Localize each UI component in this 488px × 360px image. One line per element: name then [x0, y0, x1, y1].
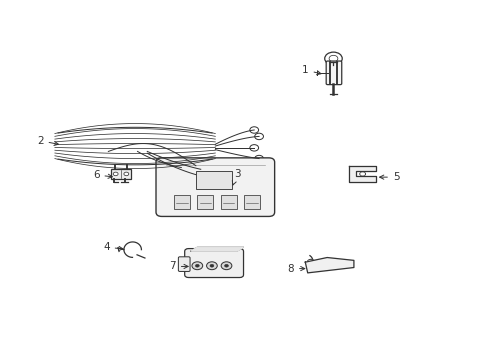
Text: 8: 8: [287, 264, 304, 274]
Text: 5: 5: [379, 172, 399, 182]
Text: 2: 2: [37, 136, 58, 146]
Circle shape: [209, 264, 213, 267]
Bar: [174, 195, 190, 208]
Polygon shape: [191, 247, 243, 251]
Circle shape: [192, 262, 202, 270]
Bar: [220, 195, 236, 208]
FancyBboxPatch shape: [156, 158, 274, 216]
Circle shape: [196, 166, 204, 172]
Text: 1: 1: [302, 65, 320, 75]
Bar: [244, 195, 260, 208]
Circle shape: [177, 164, 185, 171]
Text: 3: 3: [232, 168, 240, 185]
Circle shape: [249, 127, 258, 133]
Circle shape: [359, 172, 365, 176]
Circle shape: [221, 262, 231, 270]
Circle shape: [113, 172, 118, 176]
Bar: [197, 195, 213, 208]
Circle shape: [195, 264, 199, 267]
Circle shape: [254, 133, 263, 140]
Circle shape: [344, 261, 351, 266]
Circle shape: [224, 264, 228, 267]
Text: 4: 4: [103, 242, 123, 252]
Circle shape: [206, 262, 217, 270]
Bar: [196, 171, 232, 189]
Text: 7: 7: [169, 261, 188, 271]
Circle shape: [123, 172, 128, 176]
Text: 6: 6: [93, 170, 112, 180]
Circle shape: [191, 171, 200, 178]
Circle shape: [306, 259, 314, 265]
Polygon shape: [305, 257, 353, 273]
FancyBboxPatch shape: [325, 61, 341, 85]
Circle shape: [254, 156, 263, 162]
FancyBboxPatch shape: [184, 249, 243, 278]
FancyBboxPatch shape: [178, 257, 190, 271]
Polygon shape: [348, 166, 375, 182]
Bar: [111, 169, 131, 179]
Circle shape: [249, 145, 258, 151]
